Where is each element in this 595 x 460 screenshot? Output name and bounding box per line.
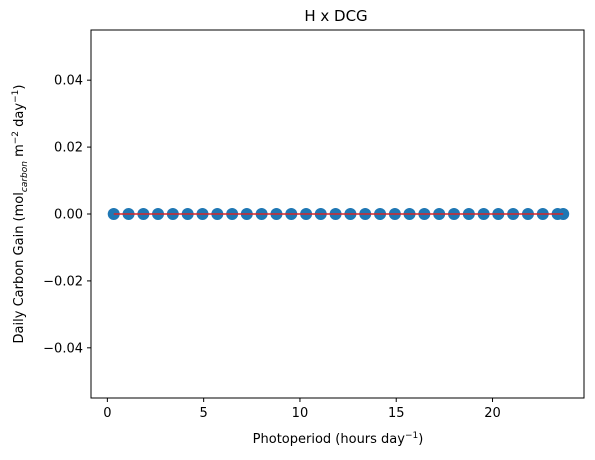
y-axis-label-subscript: carbon: [20, 161, 30, 192]
plot-area: [90, 29, 585, 399]
y-axis-label-part1: Daily Carbon Gain (mol: [12, 192, 27, 343]
x-tick-label: 5: [200, 406, 208, 421]
y-tick-label: −0.04: [43, 341, 83, 356]
x-tick-label: 0: [103, 406, 111, 421]
y-axis-label-part4: ): [12, 85, 27, 90]
y-tick-label: 0.04: [54, 74, 83, 89]
y-axis-ticks: −0.04 −0.02 0.00 0.02 0.04: [43, 74, 91, 356]
chart-title: H x DCG: [304, 7, 367, 25]
y-axis-label-part3: day: [12, 103, 27, 131]
y-axis-label-superscript-2: −1: [11, 90, 21, 103]
x-axis-label-main: Photoperiod (hours day: [253, 432, 406, 447]
x-axis-ticks: 0 5 10 15 20: [103, 398, 501, 421]
data-marks: [107, 208, 570, 220]
x-axis-label-tail: ): [418, 432, 423, 447]
y-axis-label-part2: m: [12, 144, 27, 161]
y-tick-label: −0.02: [43, 274, 83, 289]
y-axis-label: Daily Carbon Gain (molcarbon m−2 day−1): [11, 85, 30, 344]
x-tick-label: 10: [292, 406, 309, 421]
y-tick-label: 0.02: [54, 141, 83, 156]
x-tick-label: 20: [484, 406, 501, 421]
x-axis-label: Photoperiod (hours day−1): [253, 431, 424, 447]
y-tick-label: 0.00: [54, 208, 83, 223]
x-axis-label-superscript: −1: [405, 431, 418, 441]
x-tick-label: 15: [388, 406, 405, 421]
y-axis-label-superscript-1: −2: [11, 131, 21, 144]
